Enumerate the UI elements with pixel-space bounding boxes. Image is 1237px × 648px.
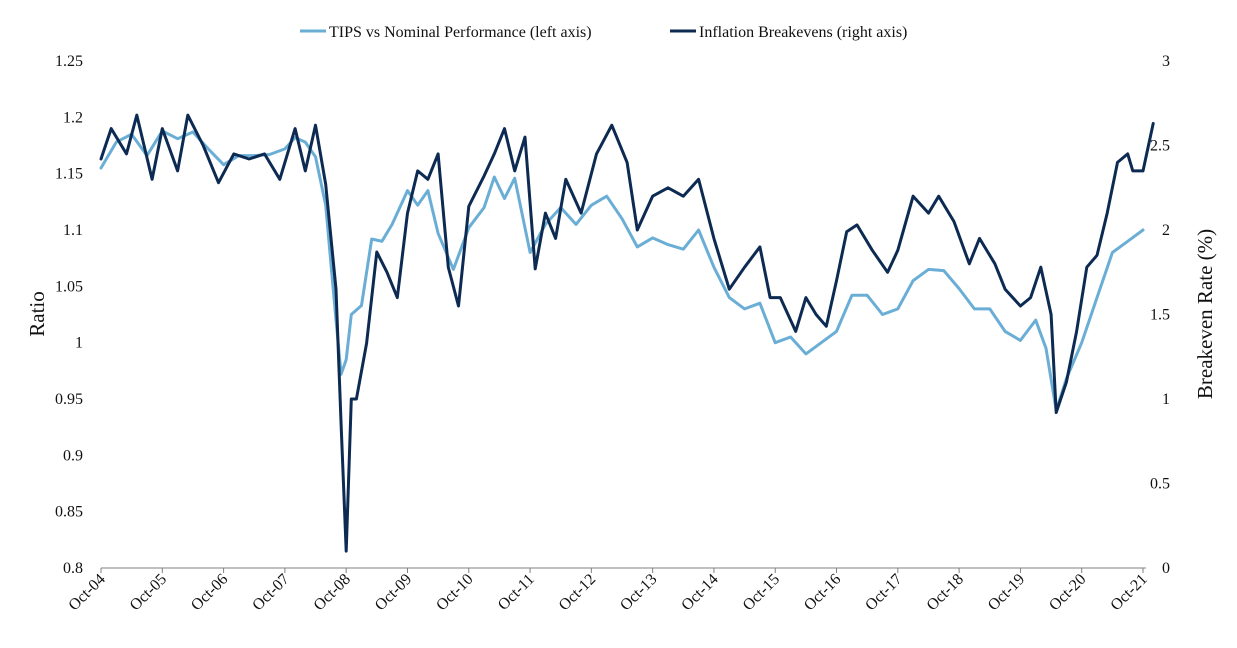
x-tick-label: Oct-15	[740, 571, 783, 614]
left-tick-label: 1.1	[63, 222, 83, 239]
right-tick-label: 3	[1162, 53, 1170, 70]
left-tick-label: 1.05	[55, 278, 83, 295]
x-tick-label: Oct-08	[311, 571, 354, 614]
x-tick-label: Oct-04	[65, 571, 108, 614]
left-axis-tick-labels: 0.8 0.85 0.9 0.95 1 1.05 1.1 1.15 1.2 1.25	[55, 53, 83, 577]
x-axis-ticks	[100, 568, 1144, 573]
x-tick-label: Oct-05	[127, 571, 170, 614]
right-tick-label: 0	[1162, 560, 1170, 577]
x-tick-label: Oct-16	[801, 571, 844, 614]
right-tick-label: 1	[1162, 391, 1170, 408]
left-tick-label: 1.15	[55, 166, 83, 183]
series-line-tips	[99, 129, 1145, 412]
x-tick-label: Oct-21	[1107, 571, 1150, 614]
x-tick-label: Oct-20	[1046, 571, 1089, 614]
left-tick-label: 0.95	[55, 391, 83, 408]
right-tick-label: 2	[1162, 222, 1170, 239]
legend: TIPS vs Nominal Performance (left axis) …	[300, 24, 907, 41]
left-axis-title: Ratio	[25, 291, 49, 337]
x-tick-label: Oct-19	[985, 571, 1028, 614]
right-tick-label: 1.5	[1150, 307, 1170, 324]
series-line-breakevens	[99, 113, 1155, 553]
x-tick-label: Oct-06	[188, 571, 231, 614]
x-tick-label: Oct-18	[924, 571, 967, 614]
legend-label-breakevens: Inflation Breakevens (right axis)	[699, 24, 907, 41]
right-tick-label: 0.5	[1150, 476, 1170, 493]
left-tick-label: 1	[75, 335, 83, 352]
right-axis-title: Breakeven Rate (%)	[1193, 229, 1217, 399]
x-axis-tick-labels: Oct-04 Oct-05 Oct-06 Oct-07 Oct-08 Oct-09 Oct-…	[65, 571, 1150, 614]
x-tick-label: Oct-14	[678, 571, 721, 614]
legend-label-tips: TIPS vs Nominal Performance (left axis)	[329, 24, 592, 41]
x-tick-label: Oct-11	[495, 571, 538, 614]
left-tick-label: 0.9	[63, 447, 83, 464]
right-axis-tick-labels: 0 0.5 1 1.5 2 2.5 3	[1150, 53, 1170, 577]
right-tick-label: 2.5	[1150, 138, 1170, 155]
x-tick-label: Oct-17	[862, 571, 905, 614]
x-tick-label: Oct-12	[556, 571, 599, 614]
x-tick-label: Oct-07	[249, 571, 292, 614]
x-tick-label: Oct-10	[433, 571, 476, 614]
left-tick-label: 1.25	[55, 53, 83, 70]
left-tick-label: 0.8	[63, 560, 83, 577]
x-tick-label: Oct-09	[372, 571, 415, 614]
left-tick-label: 0.85	[55, 504, 83, 521]
x-tick-label: Oct-13	[617, 571, 660, 614]
left-tick-label: 1.2	[63, 109, 83, 126]
